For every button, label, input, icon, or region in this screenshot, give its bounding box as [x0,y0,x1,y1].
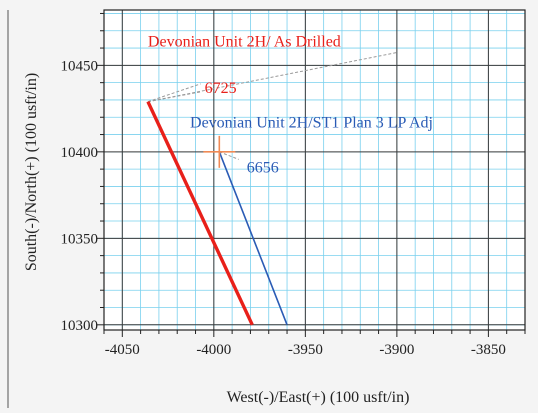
leader-line [147,83,201,103]
series-annotation-2: Devonian Unit 2H/ST1 Plan 3 LP Adj [190,115,433,132]
y-tick-label: 10350 [61,231,99,247]
series-annotation-1: Devonian Unit 2H/ As Drilled [148,33,341,50]
y-tick-label: 10400 [61,145,99,161]
y-tick-label: 10450 [61,58,99,74]
y-tick-labels: 10300 10350 10400 10450 [61,58,99,333]
plot-frame [103,9,526,331]
axis-ticks [97,12,526,337]
x-axis-label: West(-)/East(+) (100 usft/in) [227,389,410,406]
x-tick-label: -4050 [105,342,140,358]
y-axis-label: South(-)/North(+) (100 usft/in) [23,73,40,271]
leader-lines [147,51,399,160]
x-tick-label: -3900 [379,342,414,358]
x-tick-label: -3850 [471,342,506,358]
leader-line [147,91,201,103]
series-line-2 [218,151,288,326]
series-line-1 [146,100,254,326]
plot-area [104,10,525,330]
major-grid [104,10,525,330]
crosshair-marker [203,135,236,168]
x-tick-label: -3950 [288,342,323,358]
x-tick-labels: -4050 -4000 -3950 -3900 -3850 [105,342,506,358]
series-end-label-1: 6725 [205,80,237,97]
x-tick-label: -4000 [196,342,231,358]
series-end-label-2: 6656 [247,159,279,176]
leader-line [219,151,239,160]
annotations: Devonian Unit 2H/ As Drilled Devonian Uni… [148,33,433,176]
y-tick-label: 10300 [61,318,99,334]
series-lines [146,100,288,326]
